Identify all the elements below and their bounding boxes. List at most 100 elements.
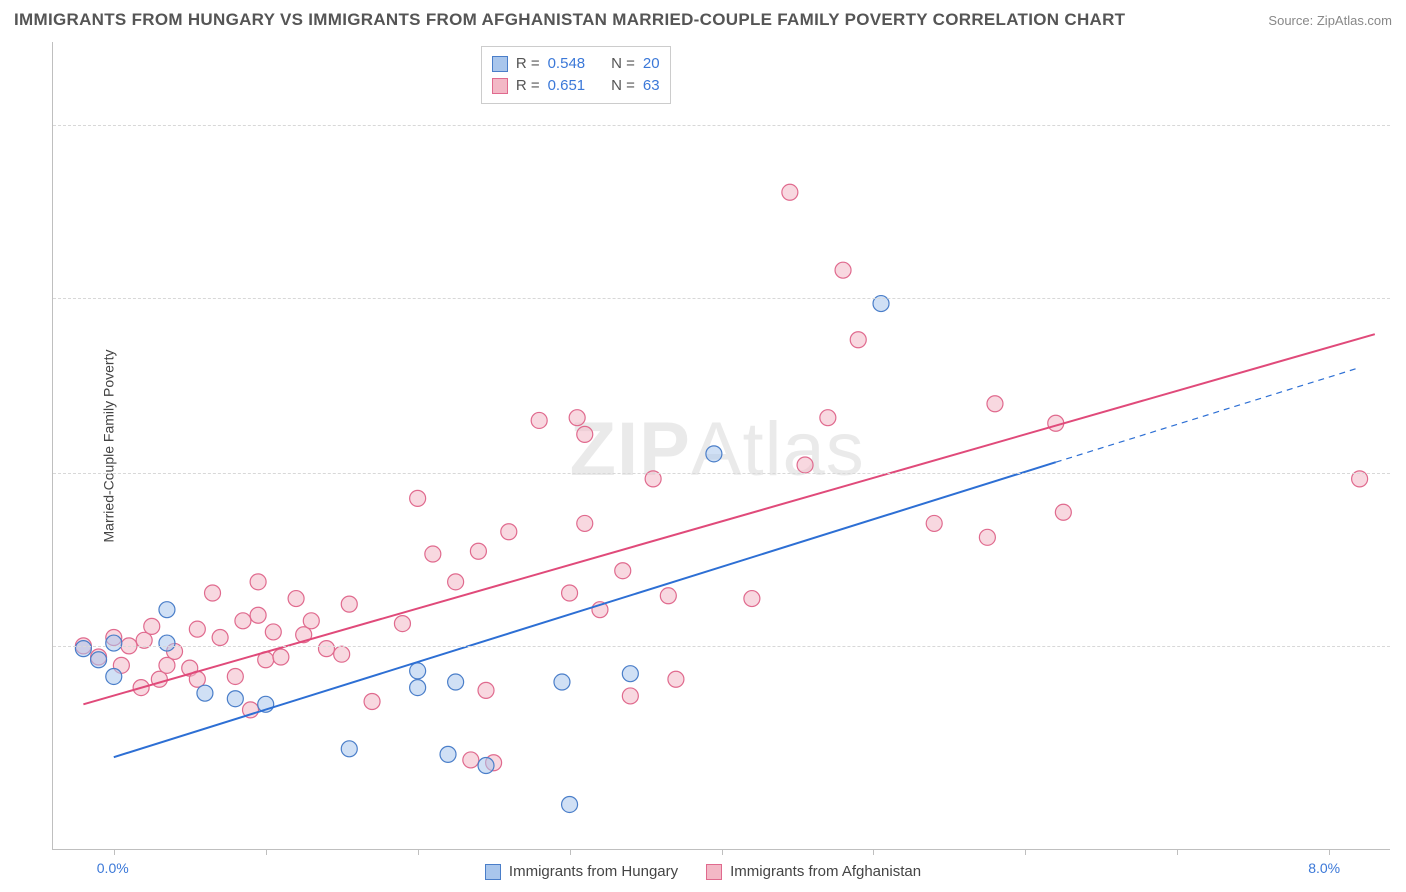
data-point: [410, 490, 426, 506]
data-point: [341, 741, 357, 757]
scatter-svg: [53, 42, 1390, 849]
chart-title: IMMIGRANTS FROM HUNGARY VS IMMIGRANTS FR…: [14, 10, 1125, 30]
y-tick-label: 6.3%: [1395, 638, 1406, 654]
stats-legend-row: R = 0.651 N = 63: [492, 75, 660, 97]
x-tick: [1177, 849, 1178, 855]
data-point: [835, 262, 851, 278]
data-point: [569, 410, 585, 426]
n-label: N =: [611, 75, 635, 97]
data-point: [159, 602, 175, 618]
data-point: [615, 563, 631, 579]
data-point: [265, 624, 281, 640]
data-point: [622, 666, 638, 682]
data-point: [820, 410, 836, 426]
legend-swatch: [706, 864, 722, 880]
x-tick: [873, 849, 874, 855]
data-point: [782, 184, 798, 200]
n-value: 63: [643, 75, 660, 97]
data-point: [668, 671, 684, 687]
data-point: [577, 515, 593, 531]
data-point: [463, 752, 479, 768]
data-point: [470, 543, 486, 559]
data-point: [562, 796, 578, 812]
data-point: [159, 635, 175, 651]
r-label: R =: [516, 75, 540, 97]
data-point: [303, 613, 319, 629]
data-point: [706, 446, 722, 462]
legend-label: Immigrants from Hungary: [509, 863, 678, 880]
data-point: [364, 694, 380, 710]
x-tick: [266, 849, 267, 855]
data-point: [478, 758, 494, 774]
data-point: [144, 618, 160, 634]
data-point: [1055, 504, 1071, 520]
data-point: [448, 574, 464, 590]
data-point: [797, 457, 813, 473]
data-point: [410, 663, 426, 679]
data-point: [212, 630, 228, 646]
data-point: [197, 685, 213, 701]
data-point: [660, 588, 676, 604]
r-value: 0.651: [548, 75, 586, 97]
gridline-h: [53, 298, 1390, 299]
legend-swatch: [492, 78, 508, 94]
legend-swatch: [492, 56, 508, 72]
data-point: [250, 607, 266, 623]
x-tick: [1025, 849, 1026, 855]
data-point: [979, 529, 995, 545]
data-point: [341, 596, 357, 612]
n-label: N =: [611, 53, 635, 75]
data-point: [227, 668, 243, 684]
source-link[interactable]: ZipAtlas.com: [1317, 13, 1392, 28]
data-point: [562, 585, 578, 601]
legend-label: Immigrants from Afghanistan: [730, 863, 921, 880]
x-axis-min-label: 0.0%: [97, 860, 129, 876]
stats-legend-box: R = 0.548 N = 20R = 0.651 N = 63: [481, 46, 671, 104]
data-point: [189, 621, 205, 637]
data-point: [554, 674, 570, 690]
data-point: [205, 585, 221, 601]
series-legend: Immigrants from Hungary Immigrants from A…: [0, 863, 1406, 880]
r-value: 0.548: [548, 53, 586, 75]
data-point: [318, 641, 334, 657]
gridline-h: [53, 125, 1390, 126]
n-value: 20: [643, 53, 660, 75]
data-point: [106, 668, 122, 684]
data-point: [273, 649, 289, 665]
data-point: [501, 524, 517, 540]
chart-plot-area: ZIPAtlas R =0.548N =20R =0.651N =63 6.3%…: [52, 42, 1390, 850]
data-point: [106, 635, 122, 651]
data-point: [227, 691, 243, 707]
data-point: [394, 616, 410, 632]
data-point: [448, 674, 464, 690]
data-point: [577, 426, 593, 442]
y-tick-label: 18.8%: [1395, 290, 1406, 306]
data-point: [250, 574, 266, 590]
data-point: [235, 613, 251, 629]
gridline-h: [53, 646, 1390, 647]
legend-swatch: [485, 864, 501, 880]
data-point: [334, 646, 350, 662]
data-point: [850, 332, 866, 348]
data-point: [744, 591, 760, 607]
data-point: [987, 396, 1003, 412]
source-label: Source: ZipAtlas.com: [1268, 13, 1392, 28]
x-tick: [114, 849, 115, 855]
data-point: [410, 680, 426, 696]
data-point: [531, 412, 547, 428]
data-point: [91, 652, 107, 668]
x-tick: [1329, 849, 1330, 855]
x-axis-max-label: 8.0%: [1308, 860, 1340, 876]
data-point: [926, 515, 942, 531]
x-tick: [570, 849, 571, 855]
x-tick: [418, 849, 419, 855]
data-point: [425, 546, 441, 562]
data-point: [440, 746, 456, 762]
y-tick-label: 25.0%: [1395, 117, 1406, 133]
data-point: [622, 688, 638, 704]
stats-legend-row: R =0.548N =20: [492, 53, 660, 75]
data-point: [288, 591, 304, 607]
x-tick: [722, 849, 723, 855]
legend-item: Immigrants from Afghanistan: [706, 863, 921, 880]
trend-line: [83, 334, 1374, 704]
